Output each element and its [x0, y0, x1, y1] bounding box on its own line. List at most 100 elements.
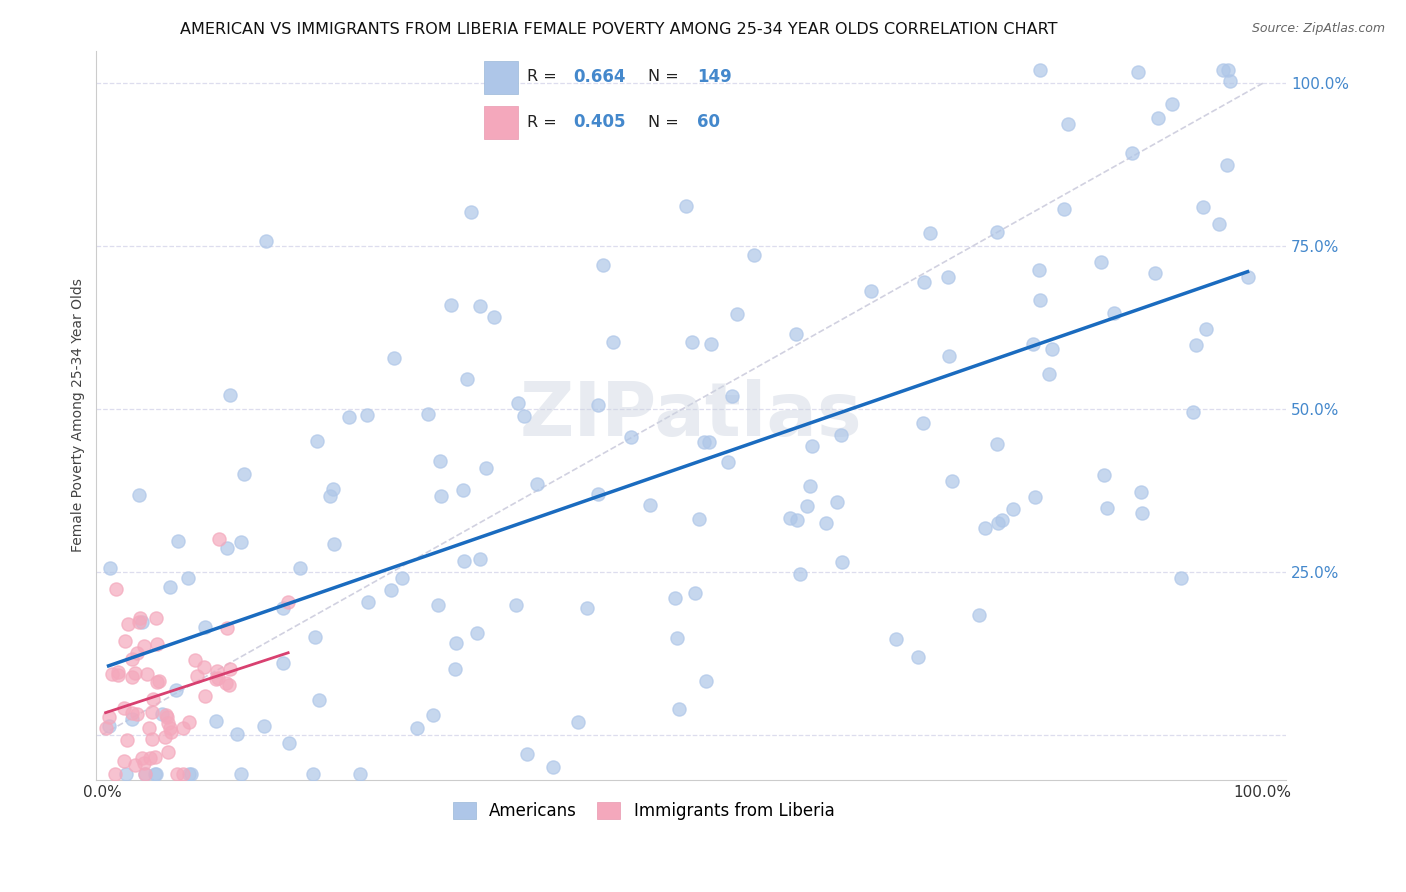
Point	[814, 516, 837, 530]
Point	[218, 388, 240, 402]
Point	[418, 407, 440, 421]
Point	[253, 719, 276, 733]
Point	[128, 488, 150, 502]
Point	[232, 467, 254, 482]
Point	[1002, 502, 1025, 516]
Point	[166, 533, 188, 548]
Point	[101, 667, 124, 681]
Point	[444, 635, 467, 649]
Point	[505, 598, 527, 612]
Point	[468, 300, 491, 314]
Point	[131, 615, 153, 629]
Point	[1194, 322, 1216, 336]
Text: Source: ZipAtlas.com: Source: ZipAtlas.com	[1251, 22, 1385, 36]
Point	[217, 541, 239, 555]
Point	[127, 706, 149, 721]
Point	[107, 668, 129, 682]
Point	[1130, 506, 1153, 520]
Point	[1121, 146, 1143, 161]
Point	[1092, 467, 1115, 482]
Point	[700, 337, 723, 351]
Point	[231, 766, 253, 780]
Point	[218, 662, 240, 676]
Point	[179, 715, 201, 730]
Point	[97, 710, 120, 724]
Point	[134, 766, 156, 780]
Point	[131, 751, 153, 765]
Point	[620, 430, 643, 444]
Point	[1216, 158, 1239, 172]
Point	[717, 455, 740, 469]
Point	[380, 583, 402, 598]
Point	[318, 489, 340, 503]
Point	[785, 326, 807, 341]
Point	[1029, 293, 1052, 307]
Point	[207, 671, 229, 685]
Point	[799, 479, 821, 493]
Point	[166, 766, 188, 780]
Point	[134, 766, 156, 780]
Point	[779, 510, 801, 524]
Point	[117, 617, 139, 632]
Point	[986, 436, 1008, 450]
Point	[271, 601, 294, 615]
Point	[156, 745, 179, 759]
Point	[974, 521, 997, 535]
Point	[322, 482, 344, 496]
Point	[172, 721, 194, 735]
Point	[941, 475, 963, 489]
Point	[183, 653, 205, 667]
Point	[146, 637, 169, 651]
Point	[1090, 255, 1112, 269]
Point	[204, 714, 226, 728]
Point	[121, 670, 143, 684]
Point	[721, 389, 744, 403]
Point	[229, 535, 252, 549]
Point	[693, 434, 716, 449]
Point	[681, 334, 703, 349]
Point	[124, 757, 146, 772]
Point	[322, 537, 344, 551]
Point	[159, 581, 181, 595]
Point	[430, 489, 453, 503]
Point	[302, 766, 325, 780]
Point	[104, 766, 127, 780]
Point	[142, 691, 165, 706]
Point	[638, 498, 661, 512]
Point	[695, 674, 717, 689]
Point	[1129, 484, 1152, 499]
Point	[214, 675, 236, 690]
Point	[990, 513, 1012, 527]
Point	[278, 736, 301, 750]
Point	[1144, 266, 1167, 280]
Legend: Americans, Immigrants from Liberia: Americans, Immigrants from Liberia	[446, 795, 841, 827]
Point	[155, 708, 177, 723]
Point	[124, 666, 146, 681]
Point	[177, 571, 200, 585]
Point	[134, 756, 156, 770]
Point	[907, 650, 929, 665]
Point	[156, 710, 179, 724]
Point	[688, 511, 710, 525]
Point	[205, 665, 228, 679]
Point	[1126, 65, 1149, 79]
Point	[1170, 571, 1192, 585]
Point	[145, 675, 167, 690]
Point	[911, 416, 934, 430]
Point	[129, 611, 152, 625]
Point	[801, 439, 824, 453]
Point	[1029, 63, 1052, 78]
Point	[98, 560, 121, 574]
Point	[592, 258, 614, 272]
Point	[830, 428, 852, 442]
Point	[664, 591, 686, 605]
Point	[406, 721, 429, 735]
Point	[115, 766, 138, 780]
Point	[440, 298, 463, 312]
Point	[675, 199, 697, 213]
Point	[697, 434, 720, 449]
Point	[1219, 74, 1241, 88]
Point	[967, 607, 990, 622]
Point	[143, 749, 166, 764]
Point	[1102, 306, 1125, 320]
